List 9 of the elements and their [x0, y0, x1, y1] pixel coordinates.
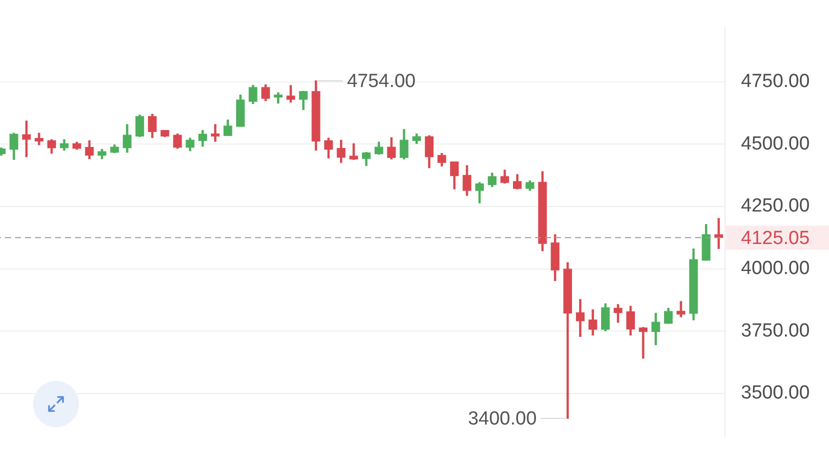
y-tick-label: 4750.00	[741, 70, 810, 92]
annotation: 4754.00	[346, 70, 416, 92]
ref-line-label: 4125.05	[741, 228, 810, 249]
y-tick-label: 4250.00	[741, 196, 810, 217]
y-tick-label: 3500.00	[741, 382, 810, 404]
annotation: 3400.00	[468, 408, 537, 430]
y-tick-label: 4000.00	[741, 258, 810, 280]
y-tick-label: 4500.00	[741, 133, 810, 154]
y-tick-label: 3750.00	[741, 320, 810, 342]
